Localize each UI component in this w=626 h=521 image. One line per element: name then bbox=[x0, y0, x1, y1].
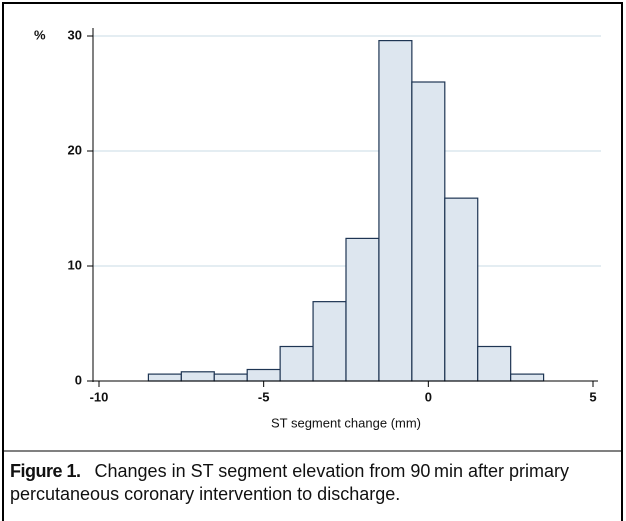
bar bbox=[312, 301, 347, 382]
bar bbox=[477, 345, 512, 382]
y-tick-label: 30 bbox=[68, 27, 82, 42]
x-tick-label: -5 bbox=[258, 389, 270, 404]
x-tick-label: 0 bbox=[425, 389, 432, 404]
bar bbox=[213, 373, 248, 382]
caption-label: Figure 1. bbox=[10, 461, 81, 481]
bar bbox=[444, 197, 479, 382]
caption-text: Changes in ST segment elevation from 90 … bbox=[10, 461, 570, 504]
bar bbox=[411, 81, 446, 382]
y-tick-label: 0 bbox=[75, 372, 82, 387]
bar bbox=[147, 373, 182, 382]
bar bbox=[279, 345, 314, 382]
y-tick-label: 20 bbox=[68, 142, 82, 157]
y-tick-label: 10 bbox=[68, 257, 82, 272]
bar bbox=[180, 371, 215, 382]
caption: Figure 1. Changes in ST segment elevation… bbox=[10, 460, 616, 506]
bar bbox=[510, 373, 545, 382]
bar bbox=[345, 237, 380, 382]
x-axis-label: ST segment change (mm) bbox=[271, 415, 421, 430]
x-tick-label: -10 bbox=[90, 389, 109, 404]
bar bbox=[378, 39, 413, 382]
bar bbox=[246, 368, 281, 382]
x-tick-label: 5 bbox=[589, 389, 596, 404]
y-axis-label: % bbox=[34, 27, 46, 42]
